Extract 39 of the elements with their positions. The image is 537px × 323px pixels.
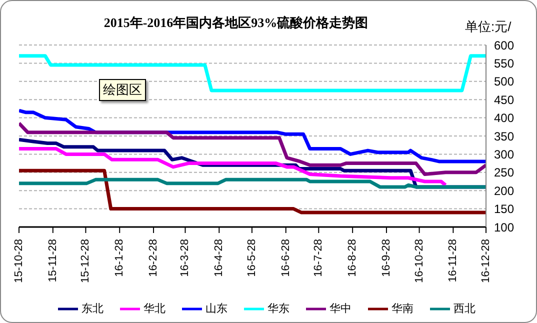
- y-tick-label: 500: [494, 74, 514, 89]
- x-tick-label: 15-11-28: [46, 239, 59, 282]
- y-tick-label: 200: [494, 184, 514, 198]
- x-tick-label: 16-10-28: [413, 239, 426, 284]
- y-tick-label: 550: [494, 56, 514, 70]
- y-tick-label: 350: [494, 129, 514, 144]
- y-tick-label: 450: [494, 92, 514, 107]
- y-tick-label: 400: [494, 111, 514, 126]
- legend-label: 华北: [144, 302, 166, 315]
- y-tick-label: 100: [494, 220, 514, 234]
- annotation: 绘图区: [99, 79, 146, 101]
- y-tick-label: 250: [494, 166, 514, 180]
- x-tick-label: 16-5-28: [246, 239, 258, 277]
- legend-label: 华南: [392, 302, 414, 315]
- line-series: [19, 146, 448, 187]
- line-series: [19, 178, 486, 189]
- x-tick-label: 16-1-28: [114, 239, 126, 277]
- x-tick-label: 16-4-28: [213, 239, 226, 277]
- legend-label: 山东: [206, 302, 228, 315]
- chart-title: 2015年-2016年国内各地区93%硫酸价格走势图: [104, 15, 368, 30]
- legend-label: 西北: [454, 302, 476, 315]
- x-tick-label: 15-12-28: [80, 239, 92, 284]
- legend-label: 东北: [82, 302, 104, 315]
- legend-label: 华东: [268, 302, 290, 315]
- y-tick-label: 300: [494, 147, 514, 162]
- line-series: [19, 122, 486, 176]
- x-tick-label: 16-8-28: [346, 239, 359, 277]
- x-tick-label: 16-3-28: [179, 239, 192, 277]
- x-tick-label: 16-11-28: [447, 239, 460, 282]
- y-tick-label: 600: [494, 38, 514, 52]
- x-tick-label: 16-12-28: [480, 239, 492, 284]
- x-tick-label: 16-7-28: [312, 239, 325, 277]
- y-tick-label: 150: [494, 202, 514, 216]
- legend-label: 华中: [330, 302, 352, 315]
- text: 单位:元/: [465, 18, 512, 36]
- x-tick-label: 16-6-28: [280, 239, 292, 277]
- x-tick-label: 16-2-28: [148, 239, 160, 277]
- x-tick-label: 15-10-28: [13, 239, 25, 284]
- x-tick-label: 16-9-28: [380, 239, 392, 277]
